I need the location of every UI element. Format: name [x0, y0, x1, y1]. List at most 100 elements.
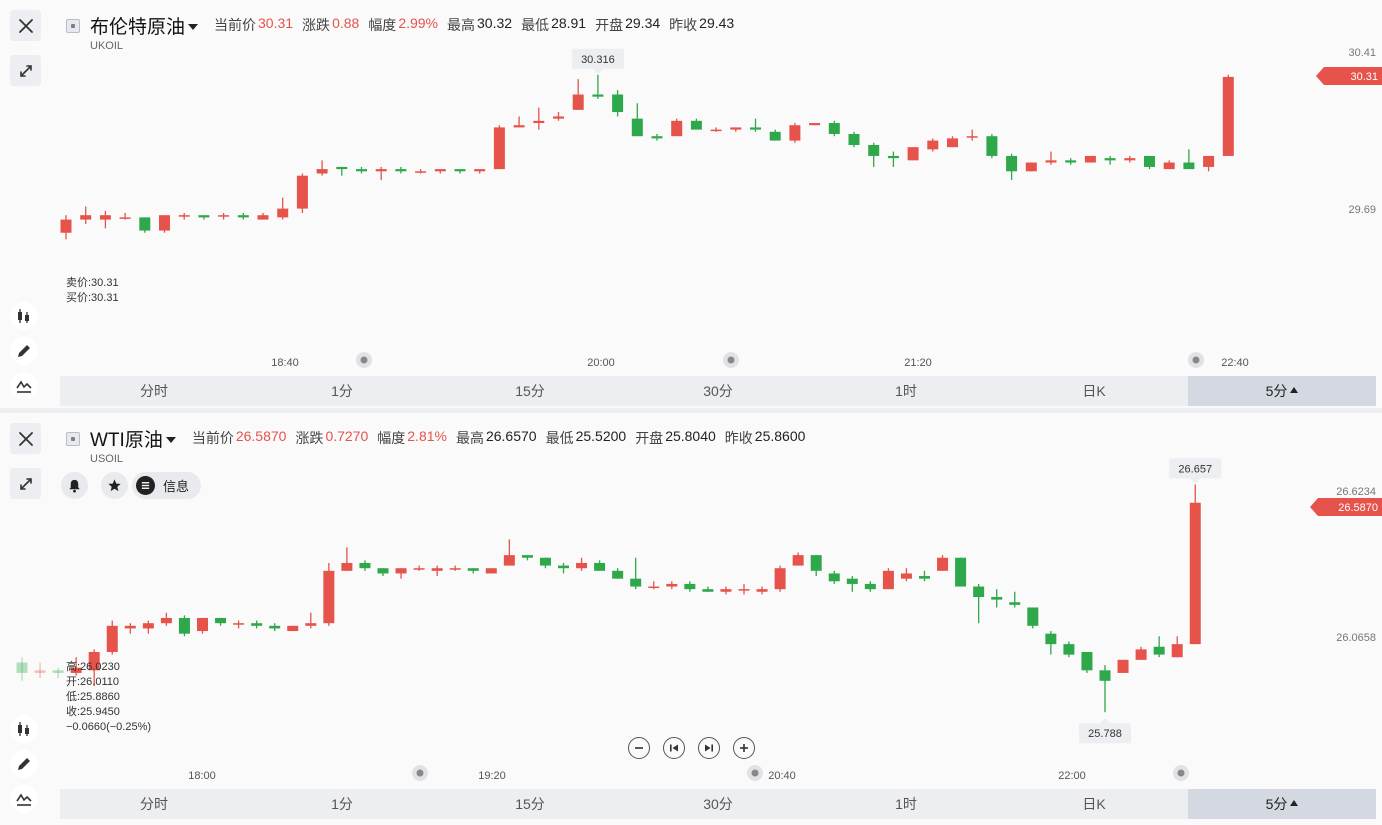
candle-body — [287, 625, 299, 632]
symbol-code: USOIL — [90, 453, 124, 465]
indicator-button[interactable] — [10, 785, 38, 813]
expand-icon — [19, 477, 32, 490]
chart-type-button[interactable] — [10, 302, 38, 330]
info-line: 高:26.0230 — [66, 661, 120, 673]
tab-3[interactable]: 30分 — [624, 376, 812, 406]
expand-icon — [19, 64, 32, 77]
last-price-label: 26.5870 — [1338, 502, 1378, 514]
candle-body — [1063, 644, 1075, 655]
candle-body — [454, 169, 466, 172]
alert-button[interactable] — [61, 472, 88, 499]
caret-down-icon — [188, 24, 199, 30]
tab-6[interactable]: 5分 — [1188, 789, 1376, 819]
tab-label: 1时 — [895, 383, 917, 399]
quote-label: 昨收 — [724, 430, 753, 446]
expand-button[interactable] — [10, 468, 41, 499]
quote-item: 幅度 2.99% — [368, 15, 438, 35]
skip-back-icon — [670, 744, 678, 752]
candle-body — [395, 169, 407, 172]
tab-label: 分时 — [140, 383, 168, 399]
quote-value: 30.32 — [477, 15, 513, 31]
candle-body — [730, 127, 742, 130]
x-tick-label: 22:00 — [1058, 770, 1086, 782]
candle-body — [846, 578, 858, 584]
skip-forward-button[interactable] — [698, 737, 720, 759]
candle-body — [1045, 633, 1057, 645]
tab-5[interactable]: 日K — [1000, 789, 1188, 819]
candle-body — [986, 136, 998, 156]
tab-4[interactable]: 1时 — [812, 376, 1000, 406]
candle-body — [864, 583, 876, 590]
last-price-tag — [1310, 498, 1382, 516]
candle-body — [810, 555, 822, 571]
candlestick-chart-wti[interactable]: 26.6234 26.0658 18:00 19:20 20:40 22:00 26.587… — [0, 413, 1382, 825]
candle-body — [1189, 502, 1201, 645]
tab-0[interactable]: 分时 — [60, 789, 248, 819]
zoom-in-button[interactable] — [733, 737, 755, 759]
candle-body — [887, 155, 899, 159]
candle-body — [251, 623, 263, 626]
candle-body — [684, 583, 696, 590]
close-button[interactable] — [10, 423, 41, 454]
symbol-title: WTI原油 — [90, 430, 163, 451]
candle-body — [305, 623, 317, 626]
indicator-button[interactable] — [10, 372, 38, 400]
candle-body — [937, 557, 949, 571]
tab-3[interactable]: 30分 — [624, 789, 812, 819]
tab-2[interactable]: 15分 — [436, 376, 624, 406]
candle-body — [16, 662, 28, 673]
candle-body — [592, 94, 604, 97]
candle-body — [612, 94, 624, 113]
info-line: 低:25.8860 — [66, 691, 120, 703]
quote-stats: 当前价 26.5870 涨跌 0.7270 幅度 2.81% 最高 26.6570 最低 25.5… — [192, 428, 815, 448]
candle-body — [1099, 670, 1111, 681]
candle-body — [237, 215, 249, 218]
tab-5[interactable]: 日K — [1000, 376, 1188, 406]
favorite-button[interactable] — [101, 472, 128, 499]
skip-back-button[interactable] — [663, 737, 685, 759]
candle-body — [651, 136, 663, 139]
candle-body — [809, 123, 821, 126]
candle-body — [1084, 155, 1096, 163]
expand-button[interactable] — [10, 55, 41, 86]
info-button[interactable]: 信息 — [132, 472, 202, 499]
candle-body — [395, 568, 407, 574]
zoom-out-button[interactable] — [628, 737, 650, 759]
tab-1[interactable]: 1分 — [248, 789, 436, 819]
x-tick-label: 18:40 — [271, 357, 299, 369]
candle-body — [52, 670, 64, 673]
candle-body — [756, 589, 768, 592]
symbol-selector[interactable]: WTI原油 — [90, 425, 176, 452]
ohlc-info: 高:26.0230 开:26.0110 低:25.8860 收:25.9450 −0.0… — [66, 660, 151, 735]
tab-4[interactable]: 1时 — [812, 789, 1000, 819]
symbol-selector[interactable]: 布伦特原油 — [90, 12, 199, 39]
tab-label: 15分 — [515, 383, 545, 399]
candlestick-chart-brent[interactable]: 30.41 29.69 18:40 20:00 21:20 22:40 30.31 30.31… — [0, 0, 1382, 409]
candles-group — [16, 484, 1201, 713]
candle-body — [1104, 158, 1116, 161]
tab-1[interactable]: 1分 — [248, 376, 436, 406]
candle-body — [99, 215, 111, 220]
tab-0[interactable]: 分时 — [60, 376, 248, 406]
quote-item: 涨跌 0.88 — [302, 15, 359, 35]
scroll-handle-dot — [416, 769, 424, 777]
candle-body — [1045, 160, 1057, 163]
candle-body — [80, 215, 92, 220]
draw-button[interactable] — [10, 750, 38, 778]
tab-2[interactable]: 15分 — [436, 789, 624, 819]
candle-body — [848, 134, 860, 145]
candle-body — [1153, 646, 1165, 655]
interval-tabs: 分时 1分 15分 30分 1时 日K 5分 — [60, 376, 1376, 406]
draw-button[interactable] — [10, 337, 38, 365]
quote-value: 2.81% — [407, 428, 447, 444]
candle-body — [666, 583, 678, 587]
chart-type-button[interactable] — [10, 715, 38, 743]
tab-label: 30分 — [703, 796, 733, 812]
tab-6[interactable]: 5分 — [1188, 376, 1376, 406]
y-tick-label: 30.41 — [1348, 47, 1376, 59]
candle-body — [356, 169, 367, 172]
x-tick-label: 22:40 — [1221, 357, 1249, 369]
quote-label: 开盘 — [595, 17, 624, 33]
close-button[interactable] — [10, 10, 41, 41]
zoom-in-icon — [740, 744, 748, 752]
